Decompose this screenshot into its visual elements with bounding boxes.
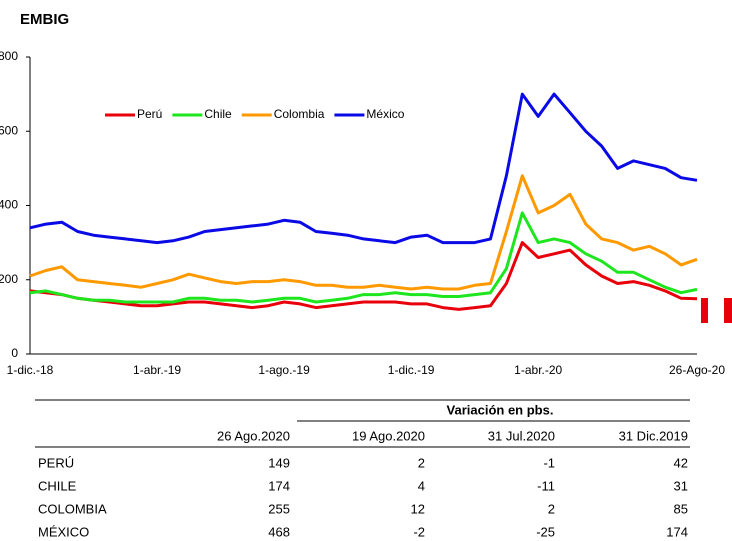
legend-label: México	[366, 107, 404, 121]
line-series	[29, 92, 698, 245]
table-row-label: MÉXICO	[38, 524, 89, 539]
table-cell: 85	[674, 501, 688, 516]
x-tick-label: 1-dic.-19	[388, 363, 435, 377]
y-tick-label: 200	[0, 272, 18, 286]
table-group-header: Variación en pbs.	[447, 402, 554, 417]
flag-stripe	[701, 298, 708, 323]
flag-stripe	[724, 298, 732, 323]
legend-label: Colombia	[274, 107, 325, 121]
table-column-header: 19 Ago.2020	[352, 428, 425, 443]
table-column-header: 31 Dic.2019	[619, 428, 688, 443]
y-tick-label: 0	[11, 346, 18, 360]
table-cell: 255	[268, 501, 290, 516]
table-cell: 149	[268, 455, 290, 470]
x-tick-label: 26-Ago-20	[669, 363, 725, 377]
legend-label: Chile	[204, 107, 232, 121]
x-tick-label: 1-abr.-19	[133, 363, 181, 377]
table-cell: 468	[268, 524, 290, 539]
table-row-label: COLOMBIA	[38, 501, 107, 516]
table-cell: 4	[418, 478, 425, 493]
table-cell: 174	[268, 478, 290, 493]
legend-label: Perú	[137, 107, 162, 121]
table-cell: -1	[543, 455, 555, 470]
table-cell: -11	[537, 478, 555, 493]
line-series	[29, 241, 698, 311]
table-cell: 42	[674, 455, 688, 470]
line-series	[29, 174, 698, 291]
table-row-label: CHILE	[38, 478, 77, 493]
table-row-label: PERÚ	[38, 455, 74, 470]
table-cell: 2	[418, 455, 425, 470]
table-cell: 174	[666, 524, 688, 539]
chart-title: EMBIG	[20, 11, 69, 28]
table-cell: -25	[536, 524, 555, 539]
y-tick-label: 800	[0, 49, 18, 63]
y-tick-label: 400	[0, 198, 18, 212]
table-column-header: 31 Jul.2020	[488, 428, 555, 443]
table-cell: 31	[674, 478, 688, 493]
table-cell: 2	[548, 501, 555, 516]
table-column-header: 26 Ago.2020	[217, 428, 290, 443]
y-tick-label: 600	[0, 123, 18, 137]
table-cell: -2	[413, 524, 425, 539]
line-series	[29, 211, 698, 304]
x-tick-label: 1-ago.-19	[258, 363, 310, 377]
x-tick-label: 1-dic.-18	[7, 363, 54, 377]
table-cell: 12	[411, 501, 425, 516]
x-tick-label: 1-abr.-20	[514, 363, 562, 377]
